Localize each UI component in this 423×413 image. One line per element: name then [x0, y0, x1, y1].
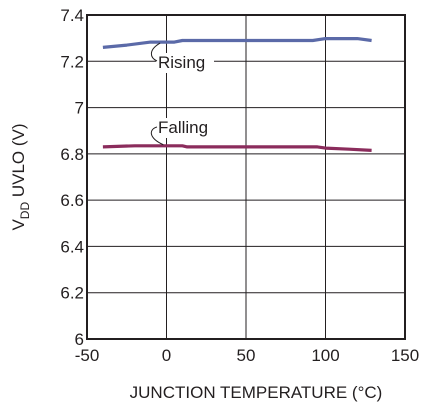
y-tick-label: 7.4: [60, 6, 84, 25]
series-line-rising: [102, 36, 372, 49]
annotation-rising-leader: [150, 42, 161, 62]
x-axis-title: JUNCTION TEMPERATURE (°C): [130, 383, 383, 402]
x-tick-label: 50: [237, 346, 256, 365]
annotation-falling-leader: [150, 126, 164, 146]
series-line-falling: [102, 144, 372, 152]
y-axis-title-rest: UVLO (V): [9, 123, 28, 201]
y-tick-label: 7.2: [60, 52, 84, 71]
x-tick-label: 100: [311, 346, 339, 365]
y-axis-title-subscript: DD: [18, 202, 32, 220]
annotation-falling: Falling: [158, 118, 208, 137]
series-lines: [102, 36, 372, 152]
x-tick-label: 0: [162, 346, 171, 365]
y-tick-labels: 6 6.2 6.4 6.6 6.8 7 7.2 7.4: [60, 6, 84, 349]
x-tick-label: 150: [391, 346, 419, 365]
y-axis-title: VDD UVLO (V): [9, 123, 32, 230]
y-tick-label: 6: [75, 330, 84, 349]
y-tick-label: 6.6: [60, 191, 84, 210]
y-tick-label: 7: [75, 99, 84, 118]
grid: [86, 14, 406, 340]
plot-frame: [86, 14, 406, 340]
series-annotations: Rising Falling: [158, 53, 208, 137]
y-tick-label: 6.4: [60, 237, 84, 256]
annotation-falling-bg: [156, 118, 218, 138]
y-tick-label: 6.8: [60, 145, 84, 164]
y-tick-label: 6.2: [60, 284, 84, 303]
x-tick-label: -50: [75, 346, 100, 365]
y-axis-title-main: V: [9, 219, 28, 231]
annotation-rising-bg: [156, 53, 214, 73]
annotation-leaders: [150, 42, 218, 146]
x-tick-labels: -50 0 50 100 150: [75, 346, 419, 365]
annotation-rising: Rising: [158, 53, 205, 72]
